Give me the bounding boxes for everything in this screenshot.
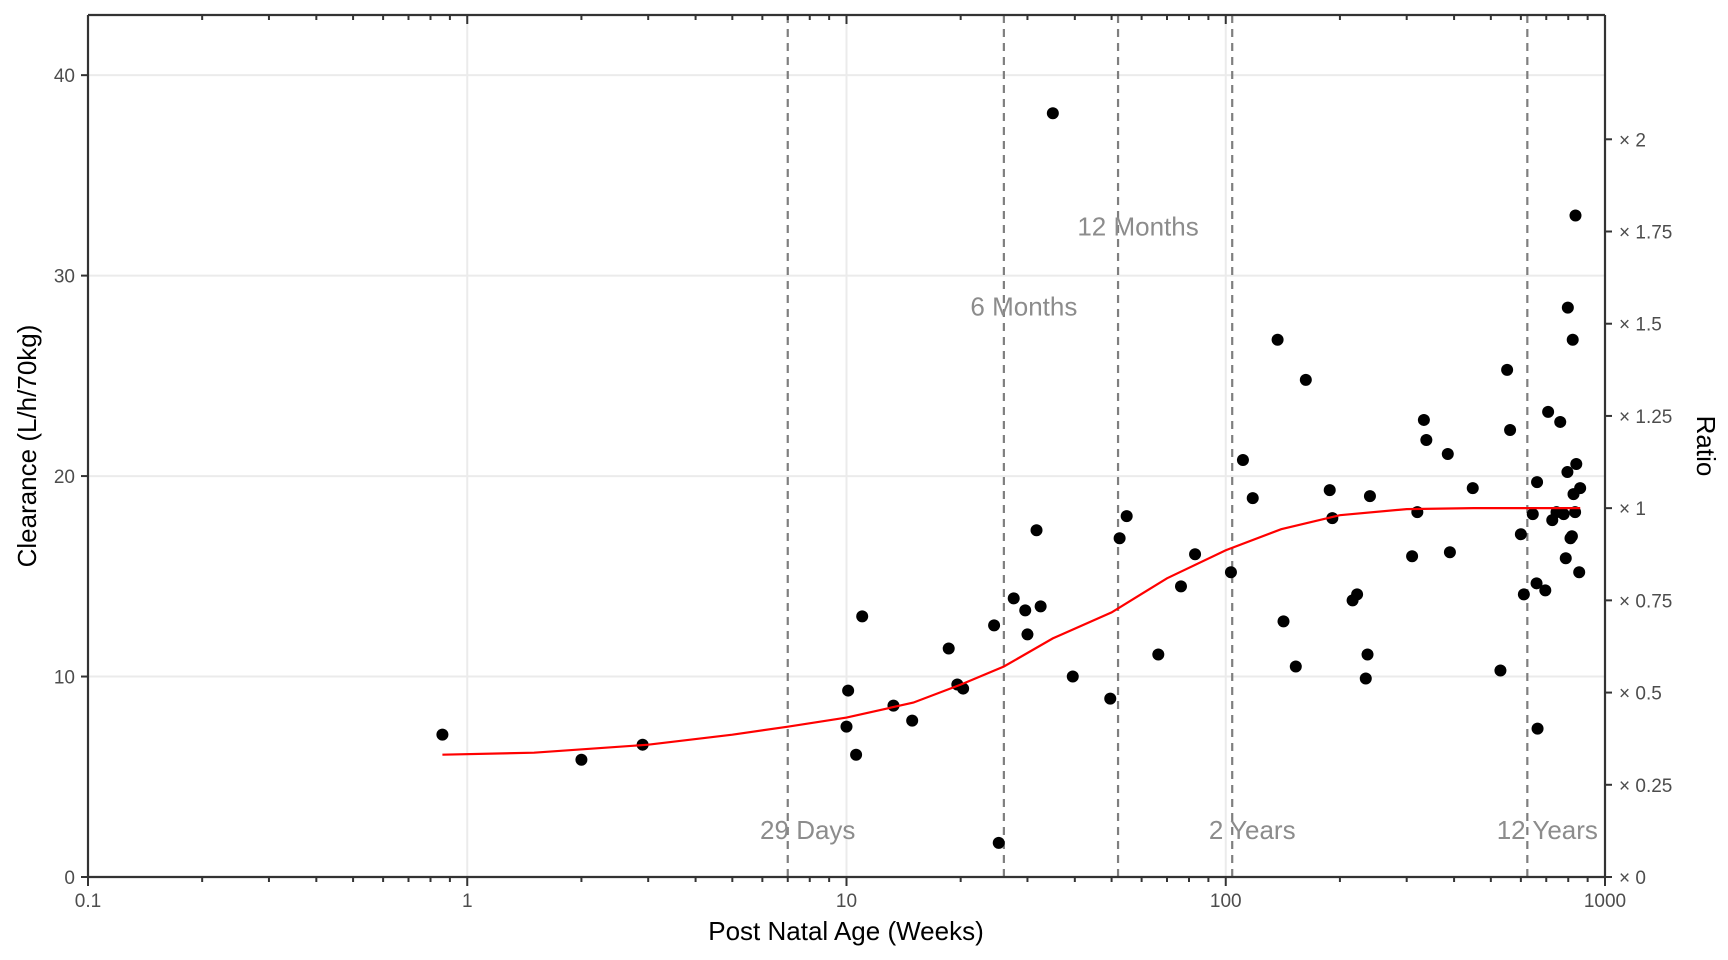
data-point xyxy=(1323,484,1336,497)
data-point xyxy=(1007,592,1020,605)
data-point xyxy=(1531,476,1544,489)
data-point xyxy=(1443,546,1456,559)
data-point xyxy=(1570,458,1583,471)
data-point xyxy=(1359,672,1372,685)
x-axis-title: Post Natal Age (Weeks) xyxy=(708,916,984,946)
data-point xyxy=(1246,492,1259,505)
data-point xyxy=(1561,466,1574,479)
y2-tick-label: × 2 xyxy=(1619,130,1646,151)
y2-tick-label: × 1 xyxy=(1619,499,1646,520)
x-tick-label: 0.1 xyxy=(75,891,101,912)
data-point xyxy=(1066,670,1079,683)
y-tick-label: 30 xyxy=(54,267,75,288)
data-point xyxy=(1539,584,1552,597)
data-point xyxy=(1531,722,1544,735)
data-point xyxy=(1299,373,1312,386)
y2-axis-title: Ratio xyxy=(1691,416,1721,477)
y-axis-title: Clearance (L/h/70kg) xyxy=(12,325,42,568)
data-point xyxy=(992,836,1005,849)
x-tick-label: 1000 xyxy=(1584,891,1626,912)
data-point xyxy=(906,714,919,727)
y2-tick-label: × 1.5 xyxy=(1619,315,1662,336)
data-point xyxy=(1034,600,1047,613)
data-point xyxy=(942,642,955,655)
data-point xyxy=(1363,490,1376,503)
data-point xyxy=(1021,628,1034,641)
data-point xyxy=(1406,550,1419,563)
reference-line-label: 12 Years xyxy=(1497,815,1598,845)
data-point xyxy=(436,728,449,741)
data-point xyxy=(1046,107,1059,120)
data-point xyxy=(1574,482,1587,495)
data-point xyxy=(1351,588,1364,601)
data-point xyxy=(1526,508,1539,521)
data-point xyxy=(1514,528,1527,541)
reference-line-label: 12 Months xyxy=(1077,212,1198,242)
data-point xyxy=(1504,423,1517,436)
data-point xyxy=(1494,664,1507,677)
grid-layer xyxy=(87,15,1606,878)
reference-line-label: 6 Months xyxy=(970,292,1077,322)
data-point xyxy=(988,619,1001,632)
data-point xyxy=(1517,588,1530,601)
reference-line-label: 29 Days xyxy=(760,815,855,845)
y2-tick-label: × 0.25 xyxy=(1619,776,1672,797)
series-layer xyxy=(436,107,1587,849)
data-point xyxy=(1236,454,1249,467)
x-tick-label: 10 xyxy=(836,891,857,912)
data-point xyxy=(1174,580,1187,593)
data-point xyxy=(1559,552,1572,565)
data-point xyxy=(1566,333,1579,346)
data-point xyxy=(1189,548,1202,561)
data-point xyxy=(1569,209,1582,222)
data-point xyxy=(1530,577,1543,590)
data-point xyxy=(1565,530,1578,543)
y2-tick-label: × 1.25 xyxy=(1619,407,1672,428)
data-point xyxy=(842,684,855,697)
reference-line-label: 2 Years xyxy=(1209,815,1296,845)
x-tick-label: 100 xyxy=(1210,891,1242,912)
fit-curve xyxy=(442,507,1581,756)
data-point xyxy=(575,753,588,766)
y2-tick-label: × 0.5 xyxy=(1619,684,1662,705)
tick-labels: 0 10 20 30 40 0.1 1 10 100 1000× 0 × 0.25 × 0.5 × 0.… xyxy=(54,66,1673,912)
data-point xyxy=(1501,363,1514,376)
data-point xyxy=(1271,333,1284,346)
data-point xyxy=(1573,566,1586,579)
data-point xyxy=(1441,448,1454,461)
data-point xyxy=(1030,524,1043,537)
data-point xyxy=(856,610,869,623)
data-point xyxy=(1420,433,1433,446)
data-point xyxy=(1104,692,1117,705)
data-point xyxy=(1361,648,1374,661)
data-point xyxy=(1554,415,1567,428)
data-point xyxy=(1466,482,1479,495)
data-point xyxy=(1417,413,1430,426)
data-point xyxy=(1542,405,1555,418)
y2-tick-label: × 0 xyxy=(1619,868,1646,889)
data-point xyxy=(1224,566,1237,579)
y-tick-label: 20 xyxy=(54,467,75,488)
reference-lines xyxy=(786,15,1529,877)
data-point xyxy=(1120,510,1133,523)
data-point xyxy=(1113,532,1126,545)
data-point xyxy=(1557,508,1570,521)
data-point xyxy=(1152,648,1165,661)
y-tick-label: 10 xyxy=(54,668,75,689)
y2-tick-label: × 0.75 xyxy=(1619,591,1672,612)
data-point xyxy=(850,748,863,761)
data-point xyxy=(1289,660,1302,673)
axes xyxy=(81,13,1612,886)
y-tick-label: 0 xyxy=(64,868,75,889)
y-tick-label: 40 xyxy=(54,66,75,87)
data-point xyxy=(840,720,853,733)
data-point xyxy=(1019,604,1032,617)
data-point xyxy=(1277,615,1290,628)
data-point xyxy=(1561,301,1574,314)
x-tick-label: 1 xyxy=(462,891,473,912)
y2-tick-label: × 1.75 xyxy=(1619,223,1672,244)
